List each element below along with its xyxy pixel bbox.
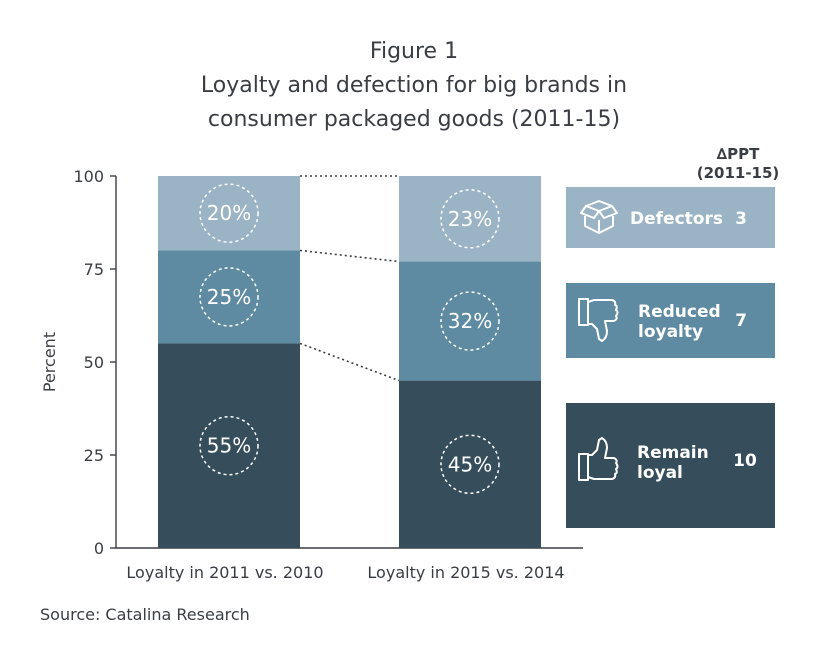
legend-item-defectors: Defectors 3 <box>566 187 775 248</box>
legend-ppt-defectors: 3 <box>735 209 747 229</box>
segment-label-defectors: 20% <box>207 201 251 225</box>
ppt-header-line-2: (2011-15) <box>697 164 780 182</box>
segment-labels: 55% 25% 20% 45% 32% 23% <box>199 183 500 495</box>
box-icon <box>580 200 618 234</box>
chart-title-line-3: consumer packaged goods (2011-15) <box>208 107 620 132</box>
legend-item-remain-loyal: Remain loyal 10 <box>566 403 775 528</box>
bar-segment-defectors <box>158 176 300 251</box>
bar-segment-defectors <box>399 176 541 262</box>
y-tick-label: 75 <box>84 260 104 279</box>
legend-box-remain-loyal <box>566 403 775 528</box>
segment-label-defectors: 23% <box>448 207 492 231</box>
bar-segment-remain-loyal <box>158 343 300 548</box>
chart-title-line-2: Loyalty and defection for big brands in <box>201 73 627 98</box>
segment-label-circle <box>199 267 259 327</box>
segment-label-remain-loyal: 45% <box>448 452 492 476</box>
connector-line <box>299 249 400 263</box>
legend-ppt-remain-loyal: 10 <box>733 451 757 471</box>
thumbs-down-icon <box>578 298 619 342</box>
bar-segment-reduced-loyalty <box>399 261 541 381</box>
legend-label-reduced-loyalty-line-2: loyalty <box>638 322 703 342</box>
y-axis-ticks: 0 25 50 75 100 <box>73 167 116 558</box>
connector-line <box>299 342 400 382</box>
y-tick-label: 100 <box>73 167 104 186</box>
legend-label-remain-loyal-line-2: loyal <box>637 463 683 483</box>
segment-label-circle <box>440 291 500 351</box>
segment-label-circle <box>199 415 259 476</box>
ppt-header-line-1: ∆PPT <box>717 145 760 163</box>
y-tick-label: 0 <box>94 539 104 558</box>
y-tick-label: 50 <box>84 353 104 372</box>
bar-segment-reduced-loyalty <box>158 250 300 344</box>
segment-label-circle <box>199 183 259 243</box>
legend-box-defectors <box>566 187 775 248</box>
x-category-label: Loyalty in 2015 vs. 2014 <box>367 563 564 582</box>
legend-box-reduced-loyalty <box>566 283 775 358</box>
bar-segment-remain-loyal <box>399 380 541 548</box>
segment-label-remain-loyal: 55% <box>207 434 251 458</box>
chart-title: Figure 1 Loyalty and defection for big b… <box>201 39 627 132</box>
legend-label-reduced-loyalty-line-1: Reduced <box>638 302 721 322</box>
chart-title-line-1: Figure 1 <box>370 39 458 64</box>
segment-label-circle <box>440 434 500 495</box>
y-tick-label: 25 <box>84 446 104 465</box>
y-axis-title: Percent <box>40 332 59 392</box>
legend-label-remain-loyal-line-1: Remain <box>637 443 709 463</box>
legend: Defectors 3 Reduced loyalty 7 Remain loy… <box>566 187 775 528</box>
legend-label-defectors: Defectors <box>630 209 723 229</box>
segment-label-circle <box>440 189 500 249</box>
bars <box>158 176 541 548</box>
category-labels: Loyalty in 2011 vs. 2010 Loyalty in 2015 … <box>126 563 564 582</box>
segment-label-reduced-loyalty: 25% <box>207 285 251 309</box>
segment-label-reduced-loyalty: 32% <box>448 309 492 333</box>
x-category-label: Loyalty in 2011 vs. 2010 <box>126 563 323 582</box>
source-note: Source: Catalina Research <box>40 605 250 624</box>
connector-lines <box>299 175 400 382</box>
legend-ppt-reduced-loyalty: 7 <box>735 311 747 331</box>
thumbs-up-icon <box>578 437 619 481</box>
legend-item-reduced-loyalty: Reduced loyalty 7 <box>566 283 775 358</box>
